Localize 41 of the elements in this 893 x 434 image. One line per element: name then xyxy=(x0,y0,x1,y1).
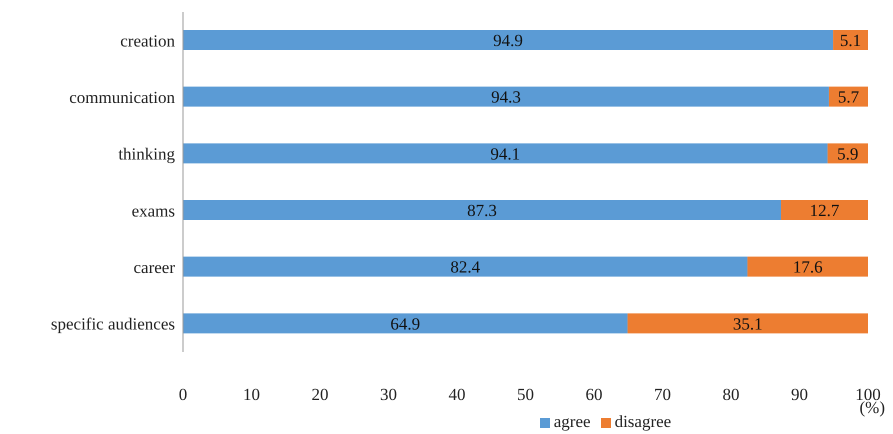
legend-label: agree xyxy=(554,412,591,431)
data-label: 94.3 xyxy=(491,88,521,107)
data-label: 87.3 xyxy=(467,201,497,220)
y-tick-label: thinking xyxy=(118,144,176,164)
data-label: 94.1 xyxy=(490,144,520,164)
bar xyxy=(183,143,828,164)
y-tick-label: exams xyxy=(132,201,175,220)
data-label: 5.7 xyxy=(838,88,860,107)
bar xyxy=(828,86,868,107)
data-label: 35.1 xyxy=(732,314,763,334)
y-tick-label: specific audiences xyxy=(50,314,175,334)
x-tick-label: 20 xyxy=(312,385,328,404)
x-tick-label: 90 xyxy=(791,385,808,404)
bar xyxy=(833,30,868,50)
x-tick-label: 10 xyxy=(243,385,260,404)
x-tick-label: 50 xyxy=(517,385,534,404)
data-label: 5.9 xyxy=(837,144,858,164)
y-tick-label: career xyxy=(133,258,176,278)
bar xyxy=(628,313,868,334)
x-tick-label: 30 xyxy=(380,385,397,404)
bar xyxy=(183,313,628,334)
bar xyxy=(183,30,834,50)
data-label: 94.9 xyxy=(493,31,523,50)
bar xyxy=(183,256,748,277)
bar xyxy=(747,256,868,277)
x-tick-label: 60 xyxy=(586,385,602,404)
x-tick-label: 80 xyxy=(722,385,740,404)
bar xyxy=(183,200,782,220)
y-tick-label: creation xyxy=(120,31,176,50)
bar xyxy=(183,86,829,107)
data-label: 5.1 xyxy=(840,31,862,50)
data-label: 82.4 xyxy=(450,258,481,277)
data-label: 17.6 xyxy=(792,258,823,277)
legend-label: disagree xyxy=(614,412,672,431)
data-label: 64.9 xyxy=(390,314,420,334)
x-tick-label: 40 xyxy=(448,385,466,404)
x-tick-label: 70 xyxy=(654,385,671,404)
data-label: 12.7 xyxy=(810,201,840,220)
y-tick-label: communication xyxy=(69,88,176,108)
bar xyxy=(781,200,868,220)
x-tick-label: 0 xyxy=(178,385,188,404)
